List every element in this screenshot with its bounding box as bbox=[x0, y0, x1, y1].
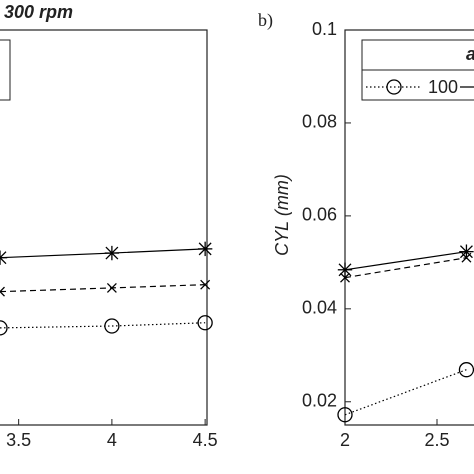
chart-title: 300 rpm bbox=[4, 2, 73, 22]
marker bbox=[458, 362, 474, 378]
series-line bbox=[344, 251, 467, 271]
marker-circle bbox=[197, 315, 213, 331]
y-axis-label: CYL (mm) bbox=[272, 174, 292, 256]
marker bbox=[200, 279, 211, 290]
y-tick-label: 0.04 bbox=[302, 298, 337, 318]
x-tick-label: 3.5 bbox=[6, 430, 31, 450]
marker bbox=[340, 272, 350, 283]
marker bbox=[197, 315, 213, 331]
panel-label: b) bbox=[258, 10, 273, 31]
marker bbox=[459, 244, 474, 259]
legend-box bbox=[0, 39, 11, 101]
marker-stroke bbox=[106, 282, 117, 293]
series-line bbox=[0, 284, 206, 293]
marker-stroke bbox=[340, 272, 350, 283]
marker-circle bbox=[337, 407, 353, 423]
x-tick-label: 4.5 bbox=[193, 430, 218, 450]
marker bbox=[337, 262, 353, 277]
marker-stroke bbox=[0, 286, 5, 293]
series-line bbox=[344, 257, 467, 279]
marker-circle bbox=[458, 362, 474, 378]
y-tick-label: 0.06 bbox=[302, 205, 337, 225]
marker-circle bbox=[386, 79, 402, 95]
marker bbox=[104, 245, 120, 261]
x-tick-label: 4 bbox=[107, 430, 117, 450]
marker bbox=[461, 252, 472, 263]
marker-circle bbox=[104, 318, 120, 334]
marker bbox=[0, 286, 5, 297]
legend-marker bbox=[386, 79, 402, 95]
legend-title: a bbox=[466, 44, 474, 64]
y-tick-label: 0.1 bbox=[312, 19, 337, 39]
x-tick-label: 2 bbox=[340, 430, 350, 450]
marker bbox=[0, 250, 8, 265]
marker-stroke bbox=[461, 252, 472, 263]
marker bbox=[106, 282, 117, 293]
plot-frame bbox=[344, 29, 474, 426]
marker bbox=[0, 320, 8, 336]
marker-circle bbox=[0, 320, 8, 336]
series-line bbox=[0, 248, 206, 259]
y-tick-label: 0.02 bbox=[302, 391, 337, 411]
marker-stroke bbox=[0, 290, 5, 297]
series-line bbox=[0, 322, 206, 329]
marker-stroke bbox=[0, 256, 7, 265]
series-line bbox=[344, 369, 467, 416]
legend-label: 100 bbox=[428, 77, 458, 97]
y-tick-label: 0.08 bbox=[302, 112, 337, 132]
marker-stroke bbox=[0, 251, 7, 259]
x-tick-label: 2.5 bbox=[424, 430, 449, 450]
marker bbox=[197, 241, 213, 257]
marker-stroke bbox=[200, 279, 211, 290]
plot-frame bbox=[0, 29, 208, 426]
marker bbox=[337, 407, 353, 423]
marker bbox=[104, 318, 120, 334]
